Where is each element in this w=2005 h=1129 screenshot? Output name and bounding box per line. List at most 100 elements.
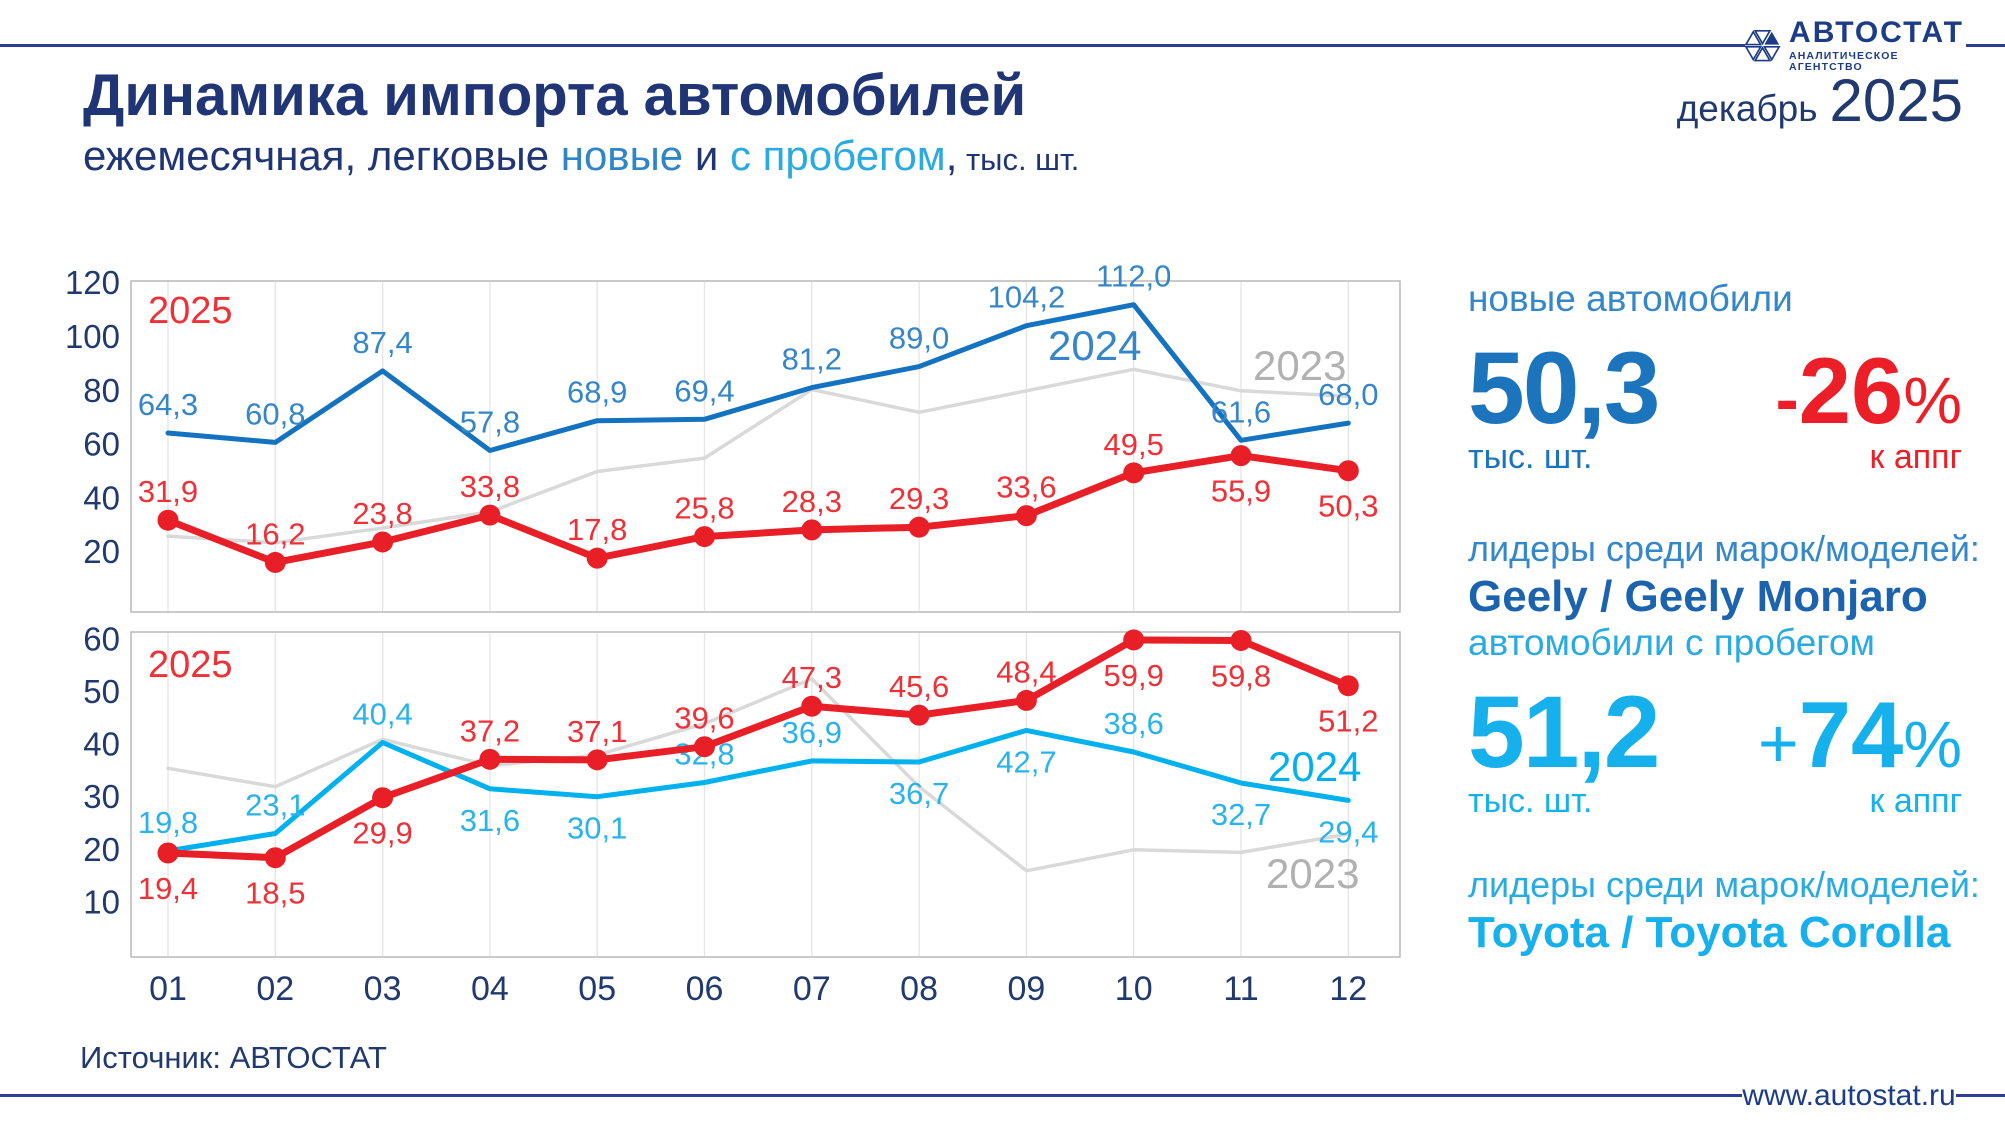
subtitle-part: , — [945, 132, 958, 179]
data-point-marker — [694, 526, 715, 548]
data-point-marker — [264, 551, 286, 573]
series-2024-line — [165, 727, 1351, 854]
data-point-marker — [264, 847, 286, 869]
x-tick-label: 02 — [256, 970, 294, 1008]
subtitle-part: и — [683, 132, 730, 179]
page-subtitle: ежемесячная, легковые новые и с пробегом… — [83, 132, 1079, 180]
series-2023 — [166, 367, 1351, 545]
new-cars-unit: тыс. шт. — [1468, 438, 1593, 476]
used-cars-heading: автомобили с пробегом — [1468, 622, 1875, 663]
x-tick-label: 12 — [1329, 970, 1367, 1008]
data-label: 42,7 — [996, 744, 1056, 779]
used-cars-delta-digits: 74 — [1798, 682, 1904, 787]
data-label: 50,3 — [1318, 489, 1378, 524]
new-cars-leaders-label: лидеры среди марок/моделей: — [1468, 528, 1980, 569]
used-cars-leaders: Toyota / Toyota Corolla — [1468, 908, 1951, 957]
data-label: 81,2 — [782, 342, 842, 377]
series-2024-line — [165, 302, 1351, 453]
y-tick-label: 40 — [83, 726, 120, 763]
x-tick-label: 06 — [686, 970, 724, 1008]
used-cars-unit: тыс. шт. — [1468, 782, 1593, 820]
data-label: 55,9 — [1211, 474, 1271, 509]
data-label: 45,6 — [889, 669, 949, 704]
data-point-marker — [1123, 462, 1145, 484]
new-cars-delta-sign: - — [1775, 360, 1799, 438]
data-point-marker — [479, 748, 501, 770]
year-annotations: 2025 2024 2023 — [148, 290, 1346, 389]
data-label: 61,6 — [1211, 394, 1271, 429]
data-label: 16,2 — [245, 516, 305, 551]
data-label: 49,5 — [1104, 427, 1164, 462]
data-label: 25,8 — [674, 491, 734, 526]
subtitle-used-word: с пробегом — [729, 132, 946, 179]
data-label: 19,4 — [138, 871, 198, 906]
series-2025-line — [164, 452, 1352, 566]
report-date: декабрь 2025 — [1677, 66, 1963, 135]
y-tick-label: 40 — [83, 479, 120, 516]
y-tick-label: 60 — [83, 620, 120, 657]
data-label: 19,8 — [138, 805, 198, 840]
website-link[interactable]: www.autostat.ru — [1742, 1079, 1956, 1112]
data-point-marker — [1230, 445, 1252, 467]
data-point-marker — [1337, 675, 1359, 697]
subtitle-units: тыс. шт. — [957, 142, 1080, 177]
data-label: 23,8 — [352, 496, 412, 531]
year-label-2023: 2023 — [1253, 342, 1346, 389]
y-tick-label: 20 — [83, 831, 120, 868]
series-2024: 19,823,140,431,630,132,836,936,742,738,6… — [138, 696, 1379, 854]
gridlines — [167, 282, 1349, 611]
x-tick-label: 01 — [149, 970, 187, 1008]
y-tick-label: 20 — [83, 533, 120, 570]
y-tick-label: 30 — [83, 778, 120, 815]
series-2024: 64,3 60,8 87,4 57,8 68,9 69,4 81,2 89,0 104,2 112… — [138, 259, 1378, 453]
year-label-2024: 2024 — [1048, 322, 1141, 369]
data-point-marker — [908, 704, 930, 726]
data-label: 36,9 — [782, 715, 842, 750]
y-tick-label: 80 — [83, 372, 120, 409]
logo-tagline: АНАЛИТИЧЕСКОЕ АГЕНТСТВО — [1789, 50, 1899, 73]
year-label-2025: 2025 — [148, 290, 233, 332]
year-annotations: 2025 2024 2023 — [148, 644, 1361, 897]
plot-border — [130, 631, 1401, 958]
data-label: 18,5 — [245, 876, 305, 911]
new-cars-vs-label: к аппг — [1869, 438, 1962, 476]
data-label: 30,1 — [567, 811, 627, 846]
data-label: 48,4 — [996, 654, 1056, 689]
series-2025-line — [164, 636, 1352, 862]
data-point-marker — [694, 736, 715, 758]
x-tick-label: 04 — [471, 970, 509, 1008]
new-cars-delta: -26% — [1775, 337, 1962, 445]
used-cars-delta-percent: % — [1903, 707, 1962, 781]
used-cars-leaders-label: лидеры среди марок/моделей: — [1468, 864, 1980, 905]
data-label: 33,6 — [996, 470, 1056, 505]
data-label: 37,1 — [567, 714, 627, 749]
logo-name: АВТОСТАТ — [1789, 16, 1964, 49]
data-label: 31,6 — [460, 803, 520, 838]
data-point-marker — [801, 695, 823, 717]
data-point-marker — [586, 749, 608, 771]
y-axis-labels: 20 40 60 80 100 120 — [65, 264, 120, 570]
y-tick-label: 10 — [83, 883, 120, 920]
series-2024-labels: 19,823,140,431,630,132,836,936,742,738,6… — [138, 696, 1379, 849]
used-cars-delta-sign: + — [1757, 704, 1799, 782]
series-2023-line — [166, 367, 1351, 545]
data-label: 39,6 — [674, 701, 734, 736]
x-tick-label: 10 — [1115, 970, 1153, 1008]
new-cars-value: 50,3 — [1468, 331, 1661, 445]
autostat-hexagon-icon — [1744, 29, 1781, 62]
logo-triangle — [1764, 31, 1780, 45]
logo-triangle — [1744, 45, 1763, 62]
data-point-marker — [1123, 629, 1145, 651]
data-label: 59,9 — [1104, 658, 1164, 693]
new-cars-delta-digits: 26 — [1798, 338, 1904, 443]
data-label: 64,3 — [138, 387, 198, 422]
data-label: 31,9 — [138, 474, 198, 509]
y-tick-label: 50 — [83, 673, 120, 710]
data-label: 29,3 — [889, 481, 949, 516]
data-label: 17,8 — [567, 512, 627, 547]
year-label-2023: 2023 — [1266, 850, 1359, 897]
report-year: 2025 — [1829, 67, 1963, 134]
year-label-2025: 2025 — [148, 644, 233, 686]
y-tick-label: 60 — [83, 426, 120, 463]
